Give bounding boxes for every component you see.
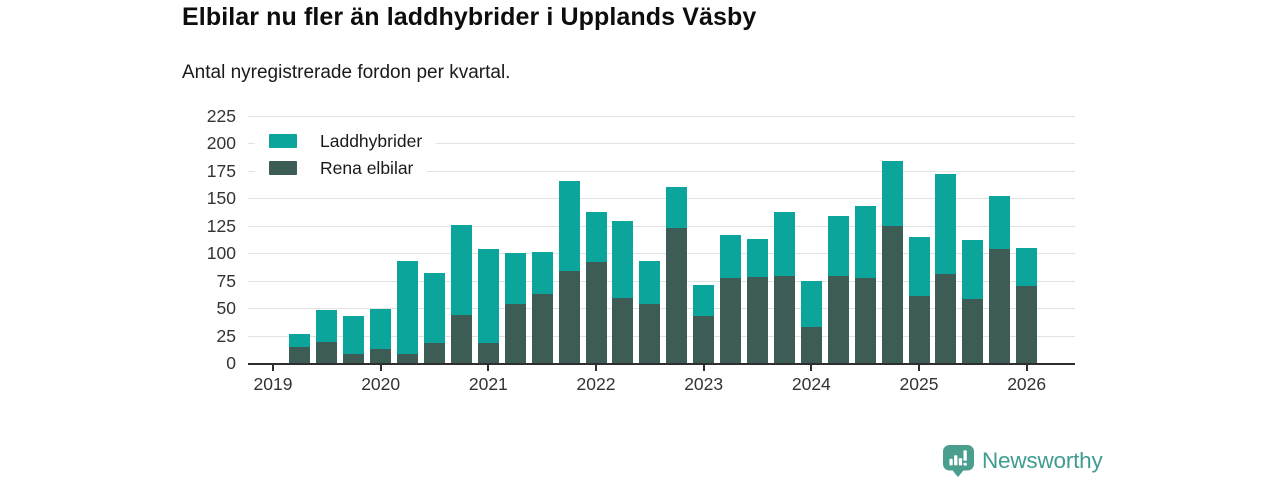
x-tick-2019 [272,365,274,371]
y-axis-label-100: 100 [182,243,236,263]
bar-2025Q1-laddhybrider [909,237,930,296]
legend: Laddhybrider Rena elbilar [255,128,436,181]
bar-2019Q2-rena-elbilar [289,347,310,363]
y-axis-label-0: 0 [182,353,236,373]
bar-2023Q1-rena-elbilar [693,316,714,363]
bar-2021Q2-laddhybrider [505,253,526,303]
bar-2024Q2-rena-elbilar [828,276,849,363]
bar-2026Q1-rena-elbilar [1016,286,1037,363]
bar-2022Q1-laddhybrider [586,212,607,262]
x-axis-label-2026: 2026 [985,374,1069,394]
bar-2020Q2-laddhybrider [397,261,418,354]
bar-2025Q3-laddhybrider [962,240,983,299]
bar-2022Q1-rena-elbilar [586,262,607,363]
legend-swatch-laddhybrider [269,134,297,148]
bar-2020Q1-rena-elbilar [370,349,391,363]
bar-2022Q2-rena-elbilar [612,298,633,363]
newsworthy-bar-chart-icon [942,444,975,478]
bar-2021Q3-rena-elbilar [532,294,553,363]
x-axis-label-2025: 2025 [877,374,961,394]
bar-2021Q1-rena-elbilar [478,343,499,363]
bar-2025Q4-rena-elbilar [989,249,1010,363]
bar-2022Q3-laddhybrider [639,261,660,304]
legend-item-rena-elbilar: Rena elbilar [255,155,427,181]
newsworthy-logo: Newsworthy [942,444,1103,478]
x-axis-label-2020: 2020 [339,374,423,394]
bar-2020Q4-rena-elbilar [451,315,472,363]
y-axis-label-150: 150 [182,188,236,208]
bar-2023Q3-rena-elbilar [747,277,768,363]
y-axis-label-75: 75 [182,271,236,291]
x-axis-line [248,363,1075,366]
legend-label-laddhybrider: Laddhybrider [320,131,422,152]
y-axis-label-125: 125 [182,216,236,236]
x-axis-label-2021: 2021 [446,374,530,394]
bar-2021Q3-laddhybrider [532,252,553,294]
bar-2024Q4-laddhybrider [882,161,903,226]
bar-2025Q2-laddhybrider [935,174,956,274]
bar-2022Q2-laddhybrider [612,221,633,298]
bar-2021Q2-rena-elbilar [505,304,526,363]
bar-2024Q1-laddhybrider [801,281,822,327]
plot-area: 0 25 50 75 100 125 150 175 200 225 2019 2020 2021 202… [0,0,1280,480]
legend-swatch-rena-elbilar [269,161,297,175]
bar-2023Q4-rena-elbilar [774,276,795,363]
bar-2023Q2-laddhybrider [720,235,741,279]
bar-2021Q4-rena-elbilar [559,271,580,363]
bar-2022Q4-laddhybrider [666,187,687,228]
bar-2020Q3-rena-elbilar [424,343,445,363]
x-tick-2026 [1026,365,1028,371]
x-tick-2024 [810,365,812,371]
x-tick-2021 [487,365,489,371]
bar-2020Q1-laddhybrider [370,309,391,349]
bar-2023Q3-laddhybrider [747,239,768,277]
newsworthy-wordmark: Newsworthy [982,448,1103,474]
x-tick-2022 [595,365,597,371]
gridline-225 [248,116,1075,117]
bar-2024Q3-rena-elbilar [855,278,876,363]
bar-2023Q1-laddhybrider [693,285,714,316]
bar-2024Q3-laddhybrider [855,206,876,278]
bar-2025Q1-rena-elbilar [909,296,930,363]
bar-2022Q3-rena-elbilar [639,304,660,363]
bar-2025Q2-rena-elbilar [935,274,956,363]
bar-2023Q4-laddhybrider [774,212,795,277]
x-axis-label-2019: 2019 [231,374,315,394]
bar-2019Q2-laddhybrider [289,334,310,346]
bar-2023Q2-rena-elbilar [720,278,741,363]
x-axis-label-2023: 2023 [662,374,746,394]
bar-2020Q3-laddhybrider [424,273,445,343]
y-axis-label-175: 175 [182,161,236,181]
bar-2021Q1-laddhybrider [478,249,499,343]
y-axis-label-50: 50 [182,298,236,318]
x-tick-2020 [380,365,382,371]
bar-2024Q2-laddhybrider [828,216,849,276]
bar-2022Q4-rena-elbilar [666,228,687,363]
y-axis-label-25: 25 [182,326,236,346]
bar-2019Q3-rena-elbilar [316,342,337,363]
bar-2019Q4-laddhybrider [343,316,364,354]
legend-label-rena-elbilar: Rena elbilar [320,158,413,179]
y-axis-label-200: 200 [182,133,236,153]
bar-2020Q4-laddhybrider [451,225,472,315]
x-tick-2025 [918,365,920,371]
legend-item-laddhybrider: Laddhybrider [255,128,436,154]
bar-2026Q1-laddhybrider [1016,248,1037,286]
bar-2021Q4-laddhybrider [559,181,580,271]
x-axis-label-2024: 2024 [769,374,853,394]
x-tick-2023 [703,365,705,371]
chart-figure: Elbilar nu fler än laddhybrider i Upplan… [0,0,1280,480]
y-axis-label-225: 225 [182,106,236,126]
bar-2019Q3-laddhybrider [316,310,337,342]
bar-2024Q1-rena-elbilar [801,327,822,363]
x-axis-label-2022: 2022 [554,374,638,394]
bar-2024Q4-rena-elbilar [882,226,903,363]
bar-2025Q3-rena-elbilar [962,299,983,363]
bar-2025Q4-laddhybrider [989,196,1010,249]
